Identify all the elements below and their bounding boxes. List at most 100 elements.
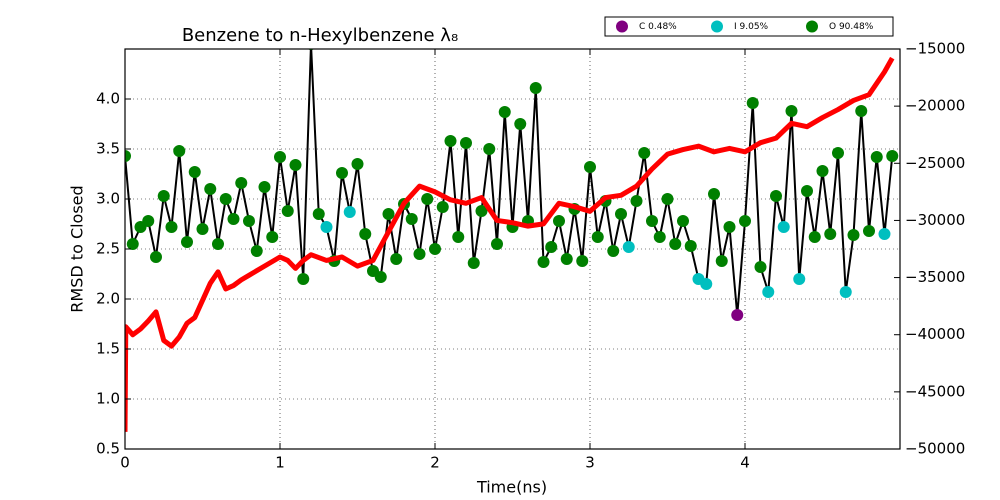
marker: [475, 205, 488, 217]
marker: [157, 190, 170, 202]
y2-tick-label: −40000: [905, 325, 965, 343]
marker: [274, 151, 286, 163]
marker: [142, 215, 155, 227]
x-tick-label: 3: [585, 454, 595, 472]
y-tick-label: 3.5: [96, 140, 120, 158]
y2-line: [125, 56, 895, 432]
legend: C 0.48% I 9.05% O 90.48%: [604, 16, 894, 37]
marker: [762, 286, 775, 298]
marker: [677, 215, 689, 227]
marker: [429, 243, 441, 255]
x-tick-label: 4: [740, 454, 750, 472]
x-tick-label: 0: [120, 454, 130, 472]
marker: [746, 97, 759, 109]
marker: [336, 167, 348, 179]
marker: [382, 208, 395, 220]
marker: [196, 223, 209, 235]
marker: [824, 228, 837, 240]
marker: [390, 253, 403, 265]
marker: [785, 105, 798, 117]
y2-tick-label: −15000: [905, 40, 965, 58]
marker: [173, 145, 186, 157]
marker: [188, 166, 201, 178]
legend-label: C 0.48%: [639, 22, 677, 32]
marker: [839, 286, 852, 298]
marker: [266, 231, 279, 243]
y-tick-label: 4.0: [96, 90, 120, 108]
legend-label: I 9.05%: [734, 22, 769, 32]
marker: [863, 225, 875, 237]
marker: [560, 253, 573, 265]
axes: 0 1 2 3 4 0.5 1.0 1.5 2.0 2.5 3.0 3.5 4.0 −50000 −4500…: [96, 40, 965, 472]
marker: [235, 177, 248, 189]
y2-tick-label: −50000: [905, 440, 965, 458]
y-tick-label: 0.5: [96, 440, 120, 458]
plot-area: [125, 49, 899, 432]
marker: [312, 208, 325, 220]
marker: [638, 147, 651, 159]
marker: [125, 150, 131, 162]
marker: [653, 231, 666, 243]
legend-label: O 90.48%: [829, 22, 874, 32]
marker: [878, 228, 891, 240]
marker: [421, 193, 434, 205]
marker: [661, 193, 674, 205]
marker: [436, 201, 449, 213]
y2-tick-label: −30000: [905, 211, 965, 229]
y2-tick-label: −25000: [905, 154, 965, 172]
marker: [491, 238, 503, 250]
marker: [770, 190, 782, 202]
chart-title: Benzene to n-Hexylbenzene λ₈: [182, 25, 458, 46]
marker: [553, 215, 565, 227]
marker: [630, 195, 643, 207]
y2-tick-label: −45000: [905, 382, 965, 400]
marker: [219, 193, 232, 205]
marker: [297, 273, 310, 285]
marker: [204, 183, 217, 195]
y2-tick-label: −35000: [905, 268, 965, 286]
y-tick-label: 2.5: [96, 240, 120, 258]
marker: [165, 221, 178, 233]
marker: [855, 105, 868, 117]
y-axis-label: RMSD to Closed: [68, 185, 87, 312]
marker: [351, 158, 364, 170]
marker: [832, 147, 844, 159]
marker: [126, 238, 139, 250]
x-axis-label: Time(ns): [476, 478, 547, 497]
marker: [281, 205, 294, 217]
marker: [584, 161, 596, 173]
marker: [808, 231, 821, 243]
line: [125, 49, 894, 316]
marker: [669, 238, 682, 250]
marker: [622, 241, 635, 253]
marker: [847, 229, 860, 241]
y-tick-label: 3.0: [96, 190, 120, 208]
marker: [793, 273, 806, 285]
marker: [227, 213, 240, 225]
legend-marker: [616, 20, 628, 33]
marker: [708, 188, 720, 200]
marker: [150, 251, 162, 263]
marker: [591, 231, 604, 243]
marker: [289, 159, 302, 171]
marker: [684, 240, 697, 252]
marker: [243, 215, 255, 227]
x-tick-label: 2: [430, 454, 440, 472]
marker: [359, 228, 372, 240]
marker: [460, 137, 472, 149]
marker: [777, 221, 790, 233]
marker: [212, 238, 224, 250]
marker: [723, 221, 736, 233]
y-tick-label: 1.0: [96, 390, 120, 408]
marker: [343, 206, 356, 218]
marker: [444, 135, 457, 147]
marker: [801, 185, 813, 197]
marker: [250, 245, 263, 257]
marker: [320, 221, 333, 233]
marker: [529, 82, 542, 94]
legend-marker: [711, 20, 723, 33]
marker: [413, 248, 426, 260]
y-tick-label: 1.5: [96, 340, 120, 358]
